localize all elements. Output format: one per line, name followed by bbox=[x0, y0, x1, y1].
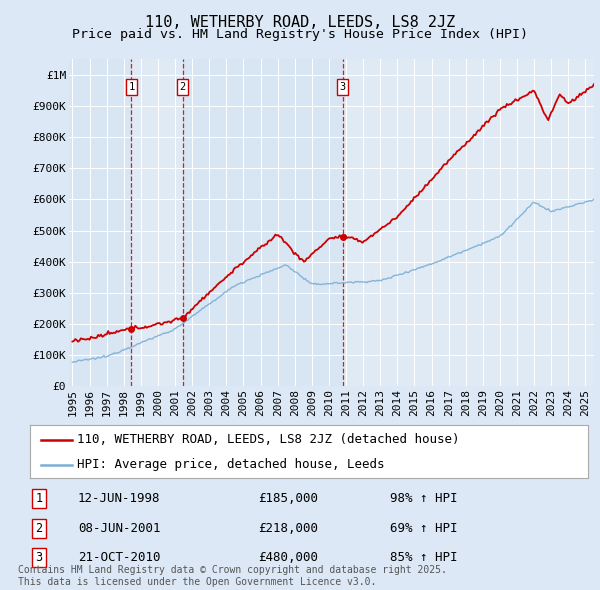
Text: 85% ↑ HPI: 85% ↑ HPI bbox=[390, 551, 458, 564]
Text: £218,000: £218,000 bbox=[258, 522, 318, 535]
Text: 08-JUN-2001: 08-JUN-2001 bbox=[78, 522, 161, 535]
Bar bbox=[182, 59, 343, 386]
Text: 69% ↑ HPI: 69% ↑ HPI bbox=[390, 522, 458, 535]
Text: Price paid vs. HM Land Registry's House Price Index (HPI): Price paid vs. HM Land Registry's House … bbox=[72, 28, 528, 41]
Text: 1: 1 bbox=[128, 82, 134, 92]
Text: 21-OCT-2010: 21-OCT-2010 bbox=[78, 551, 161, 564]
Bar bbox=[69, 59, 131, 386]
Text: 3: 3 bbox=[35, 551, 43, 564]
Text: 3: 3 bbox=[340, 82, 346, 92]
Text: 1: 1 bbox=[35, 492, 43, 505]
Text: 110, WETHERBY ROAD, LEEDS, LS8 2JZ: 110, WETHERBY ROAD, LEEDS, LS8 2JZ bbox=[145, 15, 455, 30]
Text: 110, WETHERBY ROAD, LEEDS, LS8 2JZ (detached house): 110, WETHERBY ROAD, LEEDS, LS8 2JZ (deta… bbox=[77, 433, 460, 446]
Bar bbox=[343, 59, 594, 386]
Text: 12-JUN-1998: 12-JUN-1998 bbox=[78, 492, 161, 505]
Text: £480,000: £480,000 bbox=[258, 551, 318, 564]
Text: 2: 2 bbox=[179, 82, 185, 92]
Text: 98% ↑ HPI: 98% ↑ HPI bbox=[390, 492, 458, 505]
Bar bbox=[131, 59, 182, 386]
Text: 2: 2 bbox=[35, 522, 43, 535]
Text: HPI: Average price, detached house, Leeds: HPI: Average price, detached house, Leed… bbox=[77, 458, 385, 471]
Text: Contains HM Land Registry data © Crown copyright and database right 2025.
This d: Contains HM Land Registry data © Crown c… bbox=[18, 565, 447, 587]
Text: £185,000: £185,000 bbox=[258, 492, 318, 505]
